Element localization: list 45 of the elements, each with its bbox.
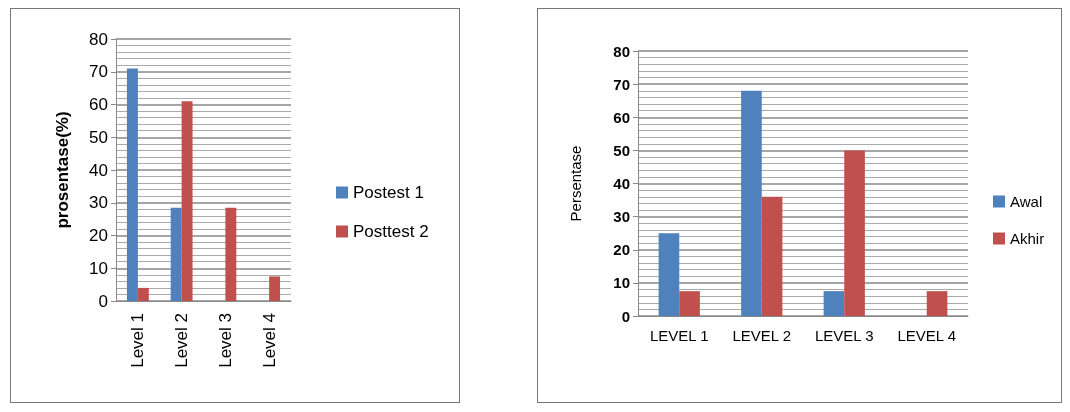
y-tick-label: 30 [613, 208, 630, 226]
bar [658, 233, 680, 316]
bar [844, 150, 865, 316]
y-tick-label: 80 [89, 29, 108, 49]
bar [269, 276, 281, 301]
x-tick-label: Level 4 [259, 313, 279, 368]
y-tick-label: 20 [613, 241, 630, 259]
x-tick-label: Level 3 [215, 313, 235, 368]
x-tick-label: Level 1 [128, 313, 148, 368]
y-tick-label: 0 [621, 307, 630, 325]
x-tick-label: LEVEL 3 [814, 327, 874, 344]
x-tick-label: LEVEL 4 [897, 327, 957, 344]
bar [170, 207, 182, 301]
legend-label: Posttest 2 [353, 222, 429, 241]
bar [823, 291, 845, 316]
y-axis-title: Persentase [567, 145, 584, 222]
y-tick-label: 20 [89, 226, 108, 245]
y-tick-label: 70 [613, 75, 630, 93]
y-tick-label: 80 [613, 42, 630, 60]
y-tick-label: 40 [89, 160, 108, 180]
y-tick-label: 70 [89, 62, 108, 82]
y-tick-label: 10 [613, 274, 630, 292]
bar [761, 196, 783, 316]
y-tick-label: 50 [613, 141, 630, 159]
y-tick-label: 40 [613, 175, 630, 192]
bar [225, 207, 237, 301]
x-tick-label: LEVEL 2 [732, 327, 792, 344]
x-tick-label: LEVEL 1 [649, 327, 709, 344]
y-tick-label: 50 [89, 127, 108, 147]
bar [741, 90, 762, 316]
bar [137, 287, 149, 301]
legend-label: Awal [1010, 193, 1043, 210]
y-tick-label: 0 [98, 291, 108, 311]
bar [181, 101, 193, 301]
x-tick-label: Level 2 [172, 313, 192, 368]
y-tick-label: 60 [613, 108, 630, 126]
bar [126, 68, 138, 301]
y-tick-label: 10 [89, 258, 108, 278]
bar [679, 291, 700, 316]
y-tick-label: 30 [89, 193, 108, 213]
legend-label: Postest 1 [353, 183, 424, 202]
y-axis-title: prosentase(%) [53, 111, 72, 229]
bar [926, 291, 948, 316]
y-tick-label: 60 [89, 95, 108, 114]
legend-label: Akhir [1010, 230, 1045, 247]
